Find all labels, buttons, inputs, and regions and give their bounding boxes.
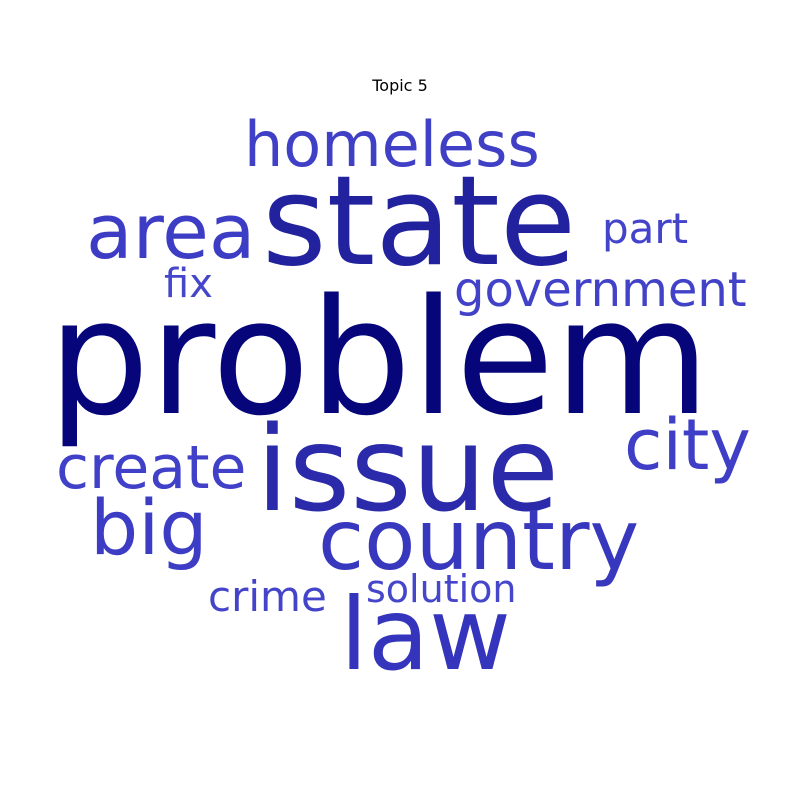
word-part: part: [602, 204, 689, 253]
word-area: area: [86, 187, 256, 276]
chart-title: Topic 5: [372, 76, 428, 95]
word-city: city: [624, 404, 751, 486]
word-crime: crime: [208, 572, 327, 621]
word-government: government: [454, 262, 747, 318]
word-country: country: [318, 491, 640, 589]
word-homeless: homeless: [244, 108, 540, 181]
word-solution: solution: [366, 567, 517, 611]
word-fix: fix: [164, 261, 213, 307]
word-state: state: [262, 150, 577, 294]
word-problem: problem: [48, 264, 711, 451]
word-create: create: [56, 433, 247, 503]
word-law: law: [340, 576, 511, 693]
word-big: big: [90, 483, 208, 572]
word-issue: issue: [256, 400, 560, 538]
